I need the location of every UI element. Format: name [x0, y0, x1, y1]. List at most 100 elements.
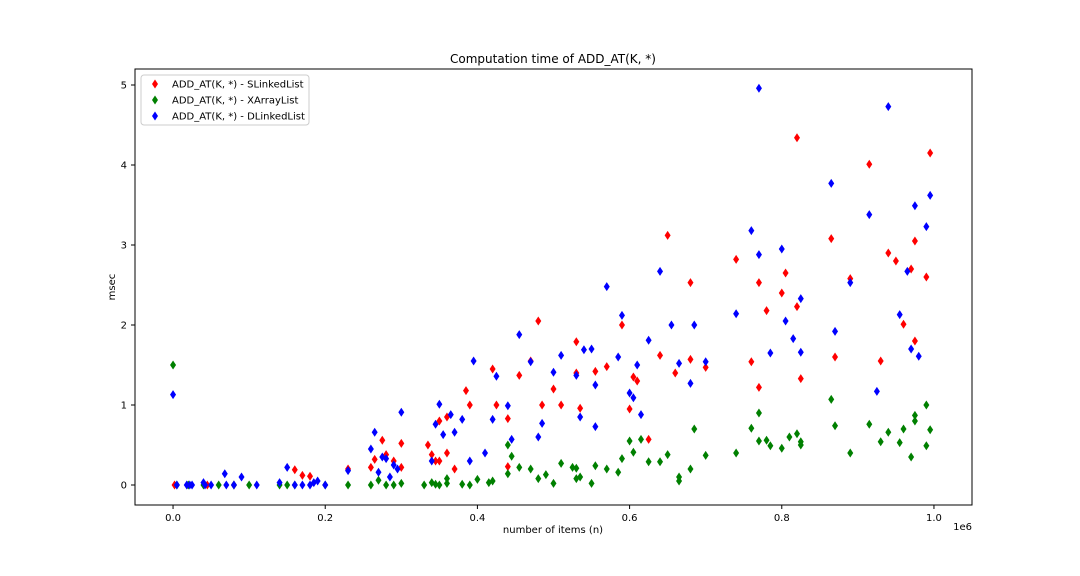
data-point — [390, 460, 397, 470]
data-point — [687, 354, 694, 364]
legend-box — [140, 74, 310, 126]
data-point — [527, 357, 534, 367]
data-point — [603, 362, 610, 372]
data-point — [630, 447, 637, 457]
data-point — [493, 400, 500, 410]
data-point — [375, 475, 382, 485]
data-point — [577, 412, 584, 422]
data-point — [539, 418, 546, 428]
data-point — [421, 480, 428, 490]
data-point — [923, 441, 930, 451]
data-point — [630, 393, 637, 403]
data-point — [504, 401, 511, 411]
data-point — [767, 441, 774, 451]
data-point — [645, 457, 652, 467]
data-point — [535, 432, 542, 442]
data-point — [638, 410, 645, 420]
data-point — [443, 478, 450, 488]
data-point — [424, 440, 431, 450]
data-point — [535, 316, 542, 326]
data-point — [782, 268, 789, 278]
data-point — [459, 479, 466, 489]
data-point — [908, 452, 915, 462]
data-point — [451, 464, 458, 474]
data-point — [664, 450, 671, 460]
data-point — [755, 278, 762, 288]
data-point — [634, 376, 641, 386]
data-point — [866, 159, 873, 169]
data-point — [202, 480, 209, 490]
legend-marker — [152, 95, 158, 105]
data-point — [504, 414, 511, 424]
data-point — [911, 416, 918, 426]
data-point — [615, 352, 622, 362]
series-1 — [170, 360, 934, 490]
data-point — [873, 386, 880, 396]
data-point — [504, 440, 511, 450]
data-point — [748, 226, 755, 236]
data-point — [246, 480, 253, 490]
data-point — [763, 306, 770, 316]
data-point — [793, 429, 800, 439]
data-point — [657, 350, 664, 360]
x-tick-label: 0.8 — [774, 513, 790, 524]
data-point — [832, 326, 839, 336]
data-point — [291, 465, 298, 475]
data-point — [482, 448, 489, 458]
series-2 — [170, 83, 934, 490]
data-point — [573, 463, 580, 473]
data-point — [367, 444, 374, 454]
x-tick-label: 1.0 — [926, 513, 942, 524]
data-point — [345, 466, 352, 476]
data-point — [778, 288, 785, 298]
data-point — [885, 102, 892, 112]
data-point — [702, 450, 709, 460]
data-point — [558, 350, 565, 360]
data-point — [230, 480, 237, 490]
data-point — [657, 266, 664, 276]
data-point — [577, 472, 584, 482]
data-point — [755, 250, 762, 260]
data-point — [877, 437, 884, 447]
data-point — [398, 438, 405, 448]
data-point — [755, 436, 762, 446]
data-point — [755, 83, 762, 93]
data-point — [927, 190, 934, 200]
data-point — [618, 454, 625, 464]
data-point — [394, 464, 401, 474]
data-point — [900, 424, 907, 434]
data-point — [299, 470, 306, 480]
data-point — [664, 230, 671, 240]
y-tick-label: 0 — [121, 481, 127, 492]
data-point — [767, 348, 774, 358]
data-point — [443, 474, 450, 484]
data-point — [691, 424, 698, 434]
data-point — [866, 419, 873, 429]
data-point — [489, 476, 496, 486]
data-point — [307, 471, 314, 481]
data-point — [383, 454, 390, 464]
data-point — [832, 352, 839, 362]
data-point — [915, 351, 922, 361]
data-point — [371, 454, 378, 464]
x-tick-label: 0.6 — [622, 513, 638, 524]
data-point — [291, 480, 298, 490]
data-point — [299, 480, 306, 490]
data-point — [466, 400, 473, 410]
data-point — [702, 362, 709, 372]
data-point — [790, 334, 797, 344]
data-point — [828, 234, 835, 244]
data-point — [923, 222, 930, 232]
data-point — [208, 480, 215, 490]
data-point — [466, 456, 473, 466]
data-point — [383, 480, 390, 490]
data-point — [592, 380, 599, 390]
data-point — [618, 310, 625, 320]
data-point — [504, 469, 511, 479]
x-tick-label: 0.2 — [317, 513, 333, 524]
data-point — [733, 309, 740, 319]
data-point — [371, 427, 378, 437]
data-point — [539, 400, 546, 410]
data-point — [630, 372, 637, 382]
y-axis-label: msec — [107, 274, 118, 301]
